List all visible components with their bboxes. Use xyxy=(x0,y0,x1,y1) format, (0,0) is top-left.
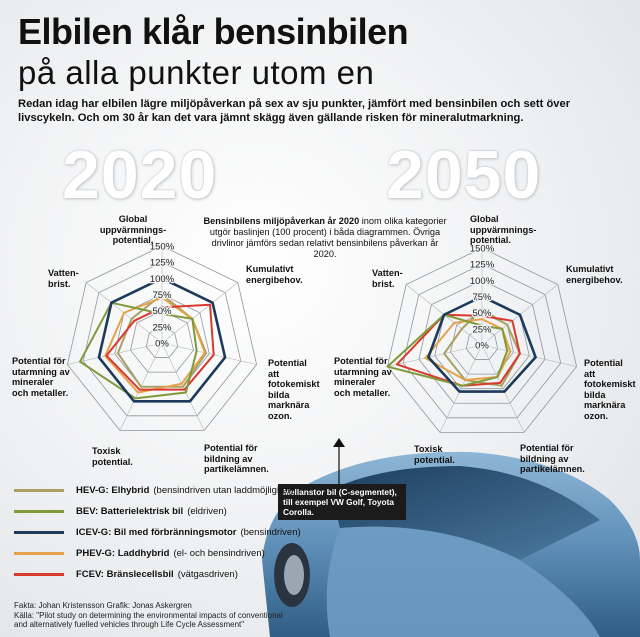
car-callout: Mellanstor bil (C-segmentet), till exemp… xyxy=(278,484,406,520)
radar-spoke xyxy=(387,344,483,367)
legend-item-hev: HEV-G: Elhybrid (bensindriven utan laddm… xyxy=(14,480,301,501)
radar-tick-label: 150% xyxy=(470,244,495,255)
legend-code: FCEV: Bränslecellsbil xyxy=(76,569,174,580)
legend-desc: (vätgasdriven) xyxy=(177,569,238,580)
radar-series-3 xyxy=(97,277,227,403)
radar-tick-label: 125% xyxy=(470,260,495,271)
legend-code: PHEV-G: Laddhybrid xyxy=(76,548,170,559)
radar-tick-label: 0% xyxy=(155,339,169,350)
axis-label-2020-water: Vatten-brist. xyxy=(48,268,79,289)
axis-label-2020-global-warming: Global uppvärmnings-potential. xyxy=(99,214,167,245)
radar-chart-2050: 0% 25% 50% 75% 100% 125% 150% xyxy=(386,242,578,433)
legend-swatch xyxy=(14,489,64,492)
legend-swatch xyxy=(14,552,64,555)
baseline-note-rest: inom olika kategorier utgör baslinjen (1… xyxy=(209,216,447,259)
radar-gridline xyxy=(145,326,179,358)
car-wheel-rim xyxy=(284,555,304,595)
legend-code: BEV: Batterielektrisk bil xyxy=(76,506,184,517)
radar-chart-2020: 0% 25% 50% 75% 100% 125% 150% xyxy=(66,240,258,431)
radar-series-4 xyxy=(104,296,206,394)
axis-label-2050-water: Vatten-brist. xyxy=(372,268,403,289)
axis-label-2050-particles: Potential för bildning av partikelämnen. xyxy=(520,443,585,474)
radar-gridline xyxy=(130,310,194,373)
intro-text: Redan idag har elbilen lägre miljöpåverk… xyxy=(18,98,571,124)
radar-gridline xyxy=(402,263,562,419)
legend-swatch xyxy=(14,573,64,576)
radar-spoke xyxy=(439,344,483,433)
page-subtitle: på alla punkter utom en xyxy=(18,54,375,91)
radar-spoke xyxy=(161,282,239,344)
radar-tick-label: 150% xyxy=(150,242,175,253)
radar-tick-label: 75% xyxy=(152,290,172,301)
radar-tick-label: 50% xyxy=(152,306,172,317)
axis-label-2050-global-warming: Global uppvärmnings-potential. xyxy=(470,214,537,245)
radar-spoke xyxy=(481,344,525,433)
axis-label-2020-toxic: Toxisk potential. xyxy=(92,446,133,467)
footer: Fakta: Johan Kristensson Grafik: Jonas A… xyxy=(14,601,284,630)
legend-item-bev: BEV: Batterielektrisk bil (eldriven) xyxy=(14,501,301,522)
legend-code: HEV-G: Elhybrid xyxy=(76,485,150,496)
axis-label-2050-ozone: Potential att fotokemiskt bilda marknära… xyxy=(584,358,636,421)
radar-gridline xyxy=(82,261,242,417)
radar-tick-label: 25% xyxy=(472,324,492,335)
radar-series-1 xyxy=(443,308,521,387)
legend-swatch xyxy=(14,510,64,513)
axis-label-2050-toxic: Toxisk potential. xyxy=(414,444,455,465)
legend-swatch xyxy=(14,531,64,534)
radar-gridline xyxy=(418,279,546,404)
callout-arrowhead xyxy=(333,438,345,447)
legend-desc: (bensindriven) xyxy=(240,527,301,538)
radar-tick-label: 0% xyxy=(475,341,489,352)
radar-tick-label: 125% xyxy=(150,258,175,269)
legend: HEV-G: Elhybrid (bensindriven utan laddm… xyxy=(14,480,301,585)
footer-source: Källa: "Pilot study on determining the e… xyxy=(14,610,283,630)
radar-series-2 xyxy=(386,313,509,387)
axis-label-2050-energy: Kumulativt energibehov. xyxy=(566,264,623,285)
radar-gridline xyxy=(66,245,258,431)
radar-gridline xyxy=(386,247,578,433)
radar-series-5 xyxy=(105,303,215,391)
radar-tick-label: 100% xyxy=(150,274,175,285)
radar-spoke xyxy=(161,342,257,365)
axis-label-2020-ozone: Potential att fotokemiskt bilda marknära… xyxy=(268,358,320,421)
radar-tick-label: 75% xyxy=(472,292,492,303)
car-hood xyxy=(326,526,600,637)
legend-code: ICEV-G: Bil med förbränningsmotor xyxy=(76,527,237,538)
radar-tick-label: 50% xyxy=(472,308,492,319)
legend-item-phev: PHEV-G: Laddhybrid (el- och bensindriven… xyxy=(14,543,301,564)
axis-label-2020-particles: Potential för bildning av partikelämnen. xyxy=(204,443,269,474)
page-title: Elbilen klår bensinbilen xyxy=(18,11,409,52)
radar-series-3 xyxy=(427,295,537,393)
year-label-2050: 2050 xyxy=(386,137,542,213)
axis-label-2020-energy: Kumulativt energibehov. xyxy=(246,264,303,285)
legend-desc: (bensindriven utan laddmöjlighet) xyxy=(153,485,294,496)
legend-item-fcev: FCEV: Bränslecellsbil (vätgasdriven) xyxy=(14,564,301,585)
radar-spoke xyxy=(67,342,163,365)
axis-label-2050-minerals: Potential för utarmning av mineraler och… xyxy=(334,356,392,398)
radar-tick-label: 25% xyxy=(152,322,172,333)
legend-desc: (eldriven) xyxy=(187,506,227,517)
legend-item-icev: ICEV-G: Bil med förbränningsmotor (bensi… xyxy=(14,522,301,543)
radar-spoke xyxy=(481,344,577,367)
axis-label-2020-minerals: Potential för utarmning av mineraler och… xyxy=(12,356,70,398)
year-label-2020: 2020 xyxy=(62,137,218,213)
radar-tick-label: 100% xyxy=(470,276,495,287)
footer-facts: Fakta: Johan Kristensson Grafik: Jonas A… xyxy=(14,601,192,610)
radar-series-2 xyxy=(79,301,198,400)
radar-gridline xyxy=(465,328,499,360)
legend-desc: (el- och bensindriven) xyxy=(173,548,265,559)
baseline-note-bold: Bensinbilens miljöpåverkan år 2020 xyxy=(203,216,360,226)
baseline-note: Bensinbilens miljöpåverkan år 2020 inom … xyxy=(200,216,450,260)
